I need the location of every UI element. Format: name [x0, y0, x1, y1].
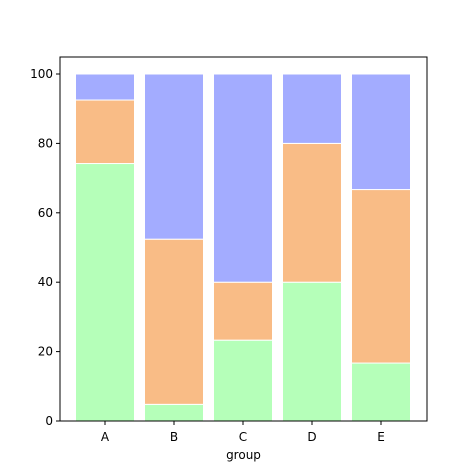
bars-group: [75, 73, 411, 422]
bar-E-segment-3: [351, 73, 411, 191]
x-tick-label-C: C: [239, 430, 247, 444]
y-tick-label: 20: [38, 345, 53, 359]
bar-D-segment-3: [282, 73, 342, 144]
bar-C-segment-1: [213, 339, 273, 422]
bar-B-segment-3: [144, 73, 204, 240]
bar-A-segment-3: [75, 73, 135, 101]
x-tick-label-A: A: [101, 430, 110, 444]
y-tick-label: 60: [38, 206, 53, 220]
x-tick-label-B: B: [170, 430, 178, 444]
bar-D-segment-1: [282, 281, 342, 422]
x-tick-label-E: E: [377, 430, 385, 444]
x-axis-label: group: [226, 448, 261, 462]
bar-C-segment-2: [213, 281, 273, 341]
x-tick-label-D: D: [307, 430, 316, 444]
y-tick-label: 40: [38, 275, 53, 289]
y-tick-label: 80: [38, 136, 53, 150]
bar-B-segment-2: [144, 238, 204, 405]
bar-B-segment-1: [144, 403, 204, 422]
bar-D-segment-2: [282, 142, 342, 283]
bar-A-segment-2: [75, 99, 135, 165]
bar-A-segment-1: [75, 163, 135, 422]
y-axis: 0 20 40 60 80 100: [30, 67, 60, 428]
bar-E-segment-1: [351, 362, 411, 422]
y-tick-label: 0: [45, 414, 53, 428]
x-axis: A B C D E: [101, 421, 385, 444]
y-tick-label: 100: [30, 67, 53, 81]
bar-C-segment-3: [213, 73, 273, 283]
bar-E-segment-2: [351, 189, 411, 364]
